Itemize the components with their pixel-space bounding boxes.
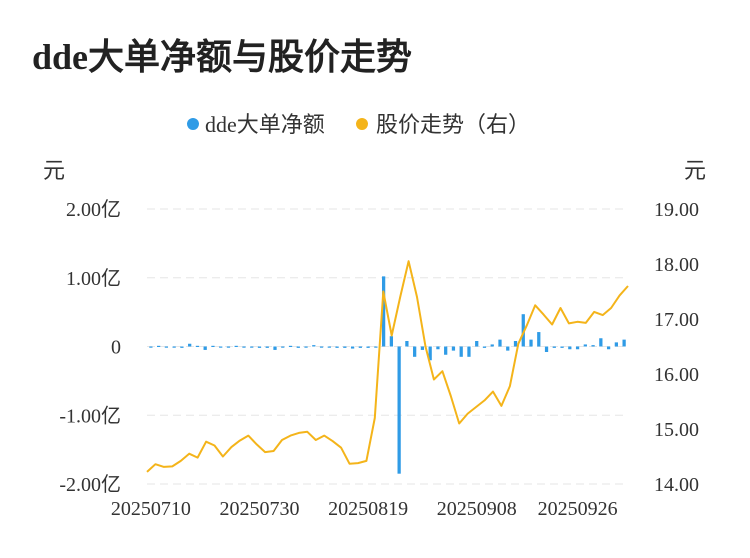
- dde-bar: [606, 346, 611, 350]
- legend-marker-dde: [187, 118, 199, 130]
- legend-marker-price: [356, 118, 368, 130]
- dde-bar: [319, 346, 324, 348]
- x-tick-label: 20250819: [328, 498, 408, 520]
- chart-title: dde大单净额与股价走势: [32, 37, 412, 77]
- dde-bar: [296, 346, 300, 348]
- left-tick-label: 1.00亿: [66, 267, 121, 290]
- dde-bar: [219, 346, 223, 348]
- dde-bar: [250, 346, 254, 348]
- dde-bar: [203, 346, 207, 350]
- dde-bar: [172, 346, 176, 348]
- dde-bar: [350, 346, 355, 349]
- legend: dde大单净额 股价走势（右）: [187, 112, 530, 137]
- dde-bar: [490, 344, 494, 347]
- dde-bar: [498, 339, 502, 347]
- right-tick-label: 19.00: [654, 199, 699, 221]
- dde-bar: [622, 339, 626, 347]
- dde-bar: [234, 345, 238, 348]
- right-axis-ticks: 19.00 18.00 17.00 16.00 15.00 14.00: [654, 199, 699, 496]
- x-tick-label: 20250710: [111, 498, 191, 520]
- dde-bar: [614, 342, 618, 347]
- dde-bar: [281, 346, 285, 348]
- left-tick-label: 2.00亿: [66, 198, 121, 221]
- left-tick-label: -1.00亿: [59, 404, 121, 427]
- dde-bar: [335, 346, 339, 348]
- dde-bar: [506, 346, 510, 351]
- x-tick-label: 20250926: [538, 498, 618, 520]
- left-axis-ticks: 2.00亿 1.00亿 0 -1.00亿 -2.00亿: [59, 198, 121, 496]
- right-tick-label: 16.00: [654, 364, 699, 386]
- dde-bar: [451, 346, 456, 351]
- x-axis-ticks: 20250710 20250730 20250819 20250908 20250926: [111, 498, 618, 520]
- right-tick-label: 15.00: [654, 419, 699, 441]
- right-tick-label: 18.00: [654, 254, 699, 276]
- dde-bar: [389, 336, 394, 347]
- dde-bar: [195, 345, 200, 348]
- dde-bar: [257, 346, 262, 348]
- dde-bar: [157, 345, 161, 348]
- dde-bar: [366, 346, 370, 348]
- dde-bar: [552, 346, 556, 348]
- right-axis-unit: 元: [684, 158, 706, 183]
- left-axis-unit: 元: [43, 158, 65, 183]
- dde-bar: [358, 346, 362, 348]
- dde-bar: [265, 346, 269, 348]
- x-tick-label: 20250730: [219, 498, 299, 520]
- dde-bar: [288, 345, 293, 348]
- price-line: [146, 260, 629, 473]
- dde-bar: [211, 345, 215, 348]
- dde-bar: [537, 332, 541, 347]
- dde-bar: [405, 341, 409, 347]
- dde-bar: [397, 346, 401, 474]
- dde-bar: [560, 346, 564, 348]
- dde-bar: [475, 341, 479, 347]
- dde-bar: [149, 346, 153, 348]
- legend-label-dde: dde大单净额: [205, 112, 325, 137]
- dde-bar: [226, 346, 231, 348]
- dde-bar: [374, 346, 378, 348]
- dde-bar: [459, 346, 463, 357]
- dde-bar: [343, 346, 347, 348]
- dde-bar: [273, 346, 277, 350]
- dde-bar: [529, 339, 533, 347]
- price-series-line: [146, 260, 629, 473]
- left-tick-label: 0: [111, 337, 121, 359]
- dde-bar: [521, 314, 525, 347]
- left-tick-label: -2.00亿: [59, 473, 121, 496]
- dde-bar: [428, 346, 432, 361]
- dde-bar: [575, 346, 580, 350]
- dde-bar: [381, 276, 386, 347]
- x-tick-label: 20250908: [437, 498, 517, 520]
- dde-bar: [467, 346, 471, 357]
- dde-bar: [180, 346, 184, 348]
- dde-bar: [242, 346, 246, 348]
- dde-bar: [304, 346, 308, 348]
- dde-bar: [413, 346, 417, 357]
- dde-bar: [436, 346, 440, 350]
- dde-bar: [312, 345, 316, 347]
- right-tick-label: 17.00: [654, 309, 699, 331]
- dde-bar: [188, 343, 192, 347]
- legend-label-price: 股价走势（右）: [376, 112, 530, 137]
- right-tick-label: 14.00: [654, 474, 699, 496]
- dde-bar: [544, 346, 549, 352]
- dde-bar: [444, 346, 448, 355]
- dde-bar: [420, 346, 425, 350]
- dde-bar: [591, 345, 595, 347]
- dde-bars: [149, 276, 626, 474]
- dde-bar: [482, 346, 487, 348]
- dde-bar: [513, 341, 518, 347]
- dde-bar: [327, 346, 331, 348]
- dde-bar: [583, 344, 587, 347]
- dde-bar: [599, 338, 603, 347]
- dde-bar: [568, 346, 572, 350]
- dde-bar: [164, 346, 169, 348]
